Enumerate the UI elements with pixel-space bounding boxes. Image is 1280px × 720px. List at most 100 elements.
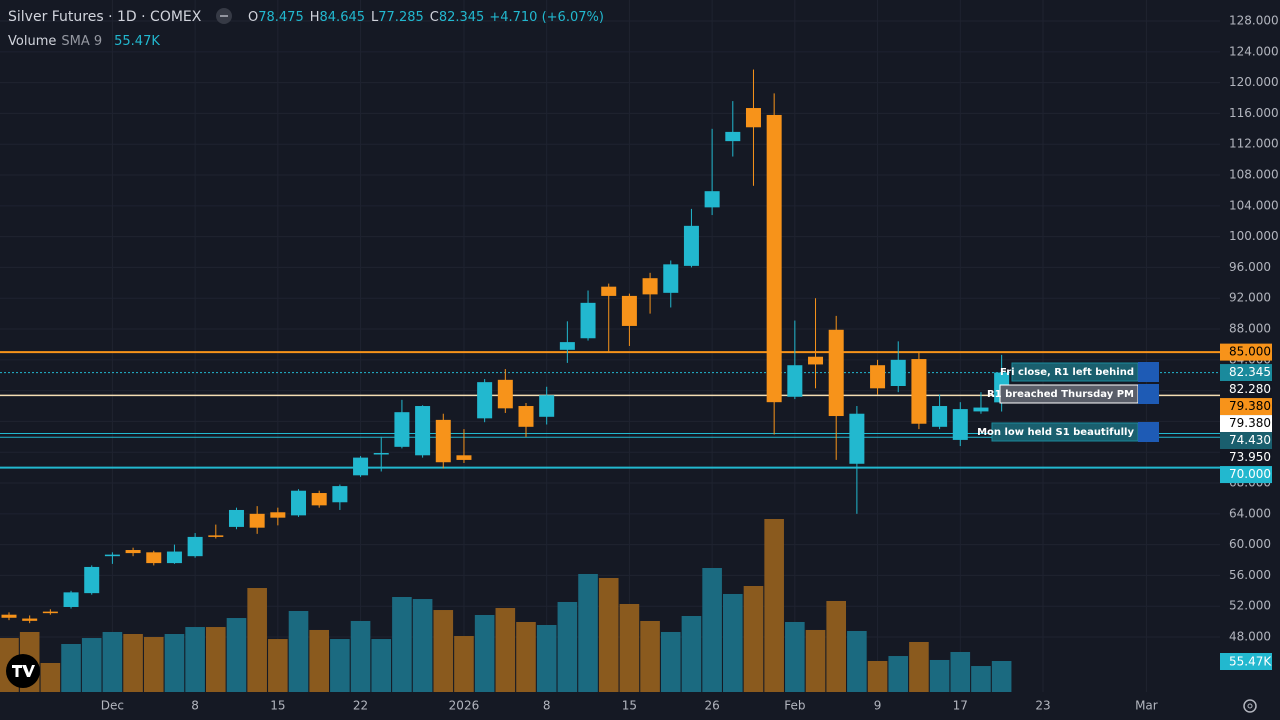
price-tag xyxy=(1220,398,1272,416)
x-tick-label: 8 xyxy=(543,699,551,713)
y-tick-label: 60.000 xyxy=(1229,537,1271,551)
price-tag-label: 79.380 xyxy=(1229,399,1271,413)
candle-body xyxy=(808,356,824,365)
candle-body xyxy=(249,513,265,528)
candle-body xyxy=(787,365,803,397)
x-tick-label: Mar xyxy=(1135,699,1158,713)
callout-text: Fri close, R1 left behind xyxy=(1000,367,1134,378)
volume-bar xyxy=(143,637,164,692)
volume-bar xyxy=(640,620,660,692)
volume-bar xyxy=(247,588,267,692)
candle-body xyxy=(353,457,369,476)
y-tick-label: 88.000 xyxy=(1229,322,1271,336)
volume-bar xyxy=(536,625,557,692)
price-tag-label: 82.280 xyxy=(1229,382,1271,396)
logo-mark xyxy=(12,665,35,677)
volume-bar xyxy=(185,627,205,692)
volume-readout: Volume SMA 9 55.47K xyxy=(8,34,160,49)
x-tick-label: 17 xyxy=(953,699,968,713)
x-tick-label: 9 xyxy=(874,699,882,713)
callout-text: Mon low held S1 beautifully xyxy=(977,427,1134,438)
y-tick-label: 64.000 xyxy=(1229,506,1271,520)
volume-bar xyxy=(867,660,888,692)
volume-bar xyxy=(909,641,929,692)
y-tick-label: 56.000 xyxy=(1229,568,1271,582)
volume-bar xyxy=(288,610,309,692)
volume-bar xyxy=(40,662,61,692)
candle-body xyxy=(621,295,637,326)
candle-body xyxy=(63,592,79,607)
candle-body xyxy=(270,512,286,518)
candle-body xyxy=(766,114,782,403)
callout-marker xyxy=(1138,362,1159,382)
volume-bar xyxy=(557,601,578,692)
y-tick-label: 52.000 xyxy=(1229,599,1271,613)
volume-bar xyxy=(950,651,971,692)
candle-body xyxy=(435,419,451,463)
price-tag xyxy=(1220,381,1272,399)
candle-body xyxy=(394,412,410,447)
volume-bar xyxy=(206,627,226,692)
ohlc-value: 82.345 xyxy=(439,10,485,25)
candle-body xyxy=(208,535,224,537)
y-tick-label: 116.000 xyxy=(1229,106,1279,120)
volume-bar xyxy=(888,656,909,692)
candle-body xyxy=(704,191,720,208)
candle-body xyxy=(518,406,534,427)
y-tick-label: 48.000 xyxy=(1229,630,1271,644)
y-tick-label: 128.000 xyxy=(1229,14,1279,28)
y-tick-label: 120.000 xyxy=(1229,75,1279,89)
candle-body xyxy=(332,486,348,503)
logo[interactable] xyxy=(6,654,40,688)
candle-body xyxy=(870,365,886,389)
candle-body xyxy=(415,406,431,456)
volume-bar xyxy=(743,585,764,692)
volume-bar xyxy=(516,621,536,692)
candles xyxy=(1,69,1010,624)
volume-bar xyxy=(454,636,474,692)
candle-body xyxy=(745,108,761,128)
ohlc-letter: C xyxy=(430,10,439,25)
volume-bar xyxy=(330,639,350,692)
volume-bar xyxy=(61,644,81,692)
price-tag xyxy=(1220,449,1272,467)
volume-bar xyxy=(495,608,516,692)
callout-marker xyxy=(1138,422,1159,442)
candle-body xyxy=(291,490,307,516)
volume-bar xyxy=(474,614,495,692)
volume-bar xyxy=(785,621,805,692)
candle-body xyxy=(373,452,389,455)
settings-icon[interactable] xyxy=(1243,699,1257,713)
ohlc-letter: L xyxy=(371,10,379,25)
volume-bar xyxy=(764,519,784,692)
candle-body xyxy=(42,611,58,614)
candle-body xyxy=(456,455,472,460)
volume-value: 55.47K xyxy=(114,34,160,49)
gear-hub xyxy=(1247,703,1253,709)
volume-bar xyxy=(578,573,598,692)
y-tick-label: 100.000 xyxy=(1229,229,1279,243)
volume-bar xyxy=(826,600,846,692)
candle-body xyxy=(725,131,741,142)
volume-bar xyxy=(226,618,247,692)
candle-body xyxy=(973,407,989,412)
price-tag xyxy=(1220,466,1272,484)
candle-body xyxy=(828,329,844,417)
header: Silver Futures · 1D · COMEX O78.475 H84.6… xyxy=(8,8,604,49)
candle-body xyxy=(22,618,38,621)
volume-name: Volume xyxy=(8,34,56,49)
volume-bar xyxy=(929,659,950,692)
price-tag-label: 85.000 xyxy=(1229,345,1271,359)
candle-body xyxy=(146,552,162,564)
ohlc-value: 84.645 xyxy=(320,10,366,25)
candle-body xyxy=(497,379,513,409)
gear xyxy=(1243,699,1257,713)
change: +4.710 (+6.07%) xyxy=(489,10,604,25)
x-tick-label: 23 xyxy=(1035,699,1050,713)
volume-bar xyxy=(723,593,743,692)
x-tick-label: 2026 xyxy=(449,699,480,713)
candle-body xyxy=(1,614,17,618)
volume-bar xyxy=(268,639,288,692)
